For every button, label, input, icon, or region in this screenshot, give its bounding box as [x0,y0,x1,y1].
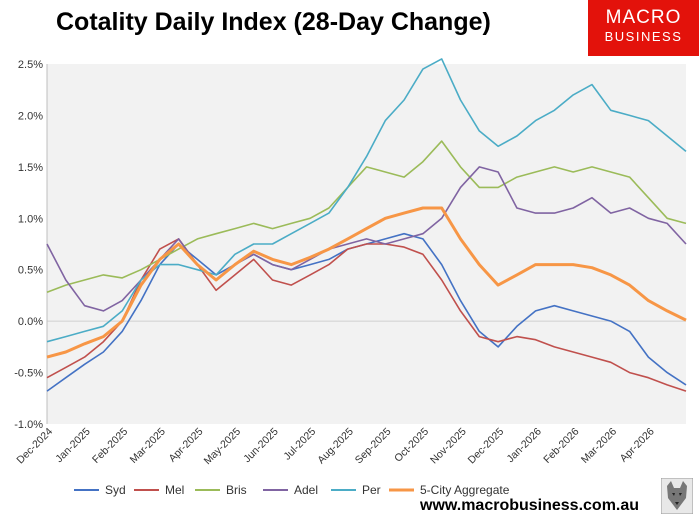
x-tick-label: Jan-2026 [504,426,544,466]
y-tick-label: 0.5% [18,265,43,277]
chart-title: Cotality Daily Index (28-Day Change) [56,8,491,36]
x-tick-label: Feb-2025 [90,426,130,466]
series-line [46,238,687,392]
x-tick-label: Nov-2025 [428,426,469,467]
legend-label: Bris [226,483,247,497]
x-tick-label: Aug-2025 [315,426,356,467]
x-tick-label: Mar-2026 [579,426,619,466]
macrobusiness-logo: MACRO BUSINESS [588,0,699,56]
y-tick-label: 2.0% [18,110,43,122]
logo-line-1: MACRO [605,7,682,28]
logo-line-2: BUSINESS [604,29,683,44]
series-line [46,206,687,359]
x-tick-label: Dec-2024 [14,426,55,467]
y-tick-label: 1.0% [18,213,43,225]
y-tick-label: 2.5% [18,59,43,71]
x-tick-label: Apr-2026 [618,426,657,465]
x-tick-label: Jan-2025 [53,426,93,466]
y-tick-label: -0.5% [14,368,43,380]
x-tick-label: Sep-2025 [353,426,394,467]
x-tick-label: May-2025 [202,426,244,468]
legend-label: 5-City Aggregate [420,483,510,497]
legend-label: Syd [105,483,126,497]
x-tick-label: Apr-2025 [166,426,205,465]
x-tick-label: Dec-2025 [466,426,507,467]
legend-label: Adel [294,483,318,497]
footer-url: www.macrobusiness.com.au [420,497,640,514]
x-tick-label: Jul-2025 [281,426,318,463]
x-tick-label: Jun-2025 [241,426,281,466]
legend-label: Mel [165,483,184,497]
wolf-mascot-icon [661,478,693,514]
x-tick-label: Feb-2026 [541,426,581,466]
legend-label: Per [362,483,381,497]
x-tick-label: Oct-2025 [392,426,431,465]
y-tick-label: 0.0% [18,316,43,328]
x-tick-label: Mar-2025 [128,426,168,466]
y-tick-label: -1.0% [14,419,43,431]
y-tick-label: 1.5% [18,162,43,174]
series-line [46,140,687,294]
